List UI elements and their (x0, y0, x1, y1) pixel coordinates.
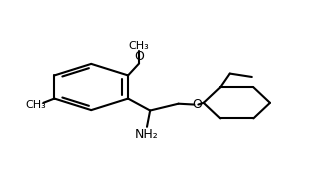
Text: NH₂: NH₂ (135, 128, 159, 141)
Text: O: O (134, 50, 144, 63)
Text: CH₃: CH₃ (129, 41, 149, 51)
Text: O: O (192, 98, 202, 111)
Text: CH₃: CH₃ (25, 100, 46, 110)
